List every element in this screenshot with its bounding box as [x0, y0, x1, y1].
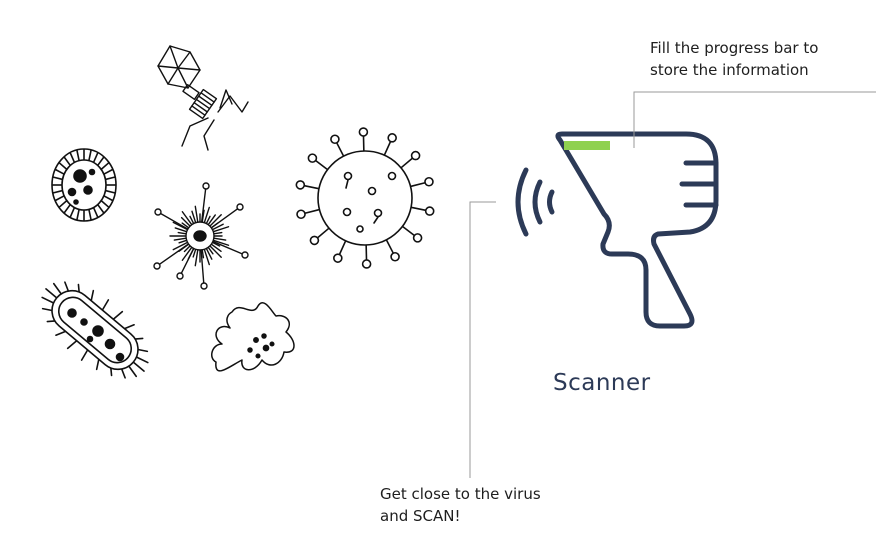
annotation-bottom-line2: and SCAN!	[380, 507, 461, 525]
signal-waves-icon	[515, 167, 555, 237]
coronavirus-icon	[295, 127, 435, 269]
protozoan-cell-icon	[51, 148, 117, 222]
annotation-top-line2: store the information	[650, 61, 809, 79]
annotation-bottom-line1: Get close to the virus	[380, 485, 541, 503]
leader-lines	[469, 91, 876, 478]
scanner-progress-bar	[564, 141, 610, 150]
annotation-bottom: Get close to the virus and SCAN!	[380, 483, 541, 527]
annotation-top: Fill the progress bar to store the infor…	[650, 37, 818, 81]
bacillus-bacterium-icon	[41, 281, 149, 379]
bacteriophage-icon	[157, 45, 249, 151]
scanner-gun-icon	[555, 131, 719, 329]
annotation-top-line1: Fill the progress bar to	[650, 39, 819, 57]
amoeba-icon	[211, 302, 295, 372]
scanner-label: Scanner	[553, 370, 651, 396]
spiky-microbe-icon	[153, 182, 249, 290]
